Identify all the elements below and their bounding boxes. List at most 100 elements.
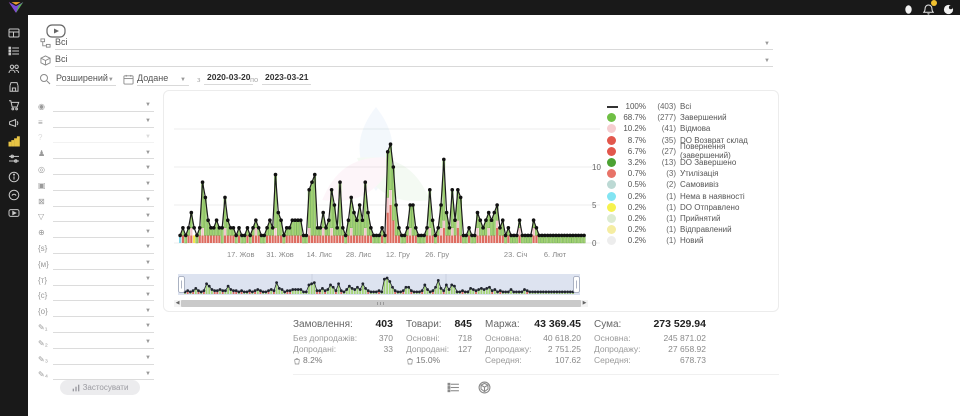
source-s-filter-select[interactable]: ▼ [53, 242, 154, 254]
package-view-button[interactable] [478, 381, 491, 394]
footer-toggles [447, 381, 491, 394]
legend-item[interactable]: 3.2% (13) DO Завершено [607, 157, 775, 168]
account-icon[interactable] [943, 2, 954, 15]
payment-filter-select[interactable]: ▼ [53, 163, 154, 175]
custom-field-4-filter-select[interactable]: ▼ [53, 368, 154, 381]
search-mode-select[interactable]: Розширений ▼ [56, 70, 116, 86]
source-o-filter-select[interactable]: ▼ [53, 305, 154, 318]
sidebar-item-orders[interactable] [8, 44, 21, 57]
legend-item[interactable]: 0.2% (1) DO Отправлено [607, 202, 775, 213]
legend-item[interactable]: 0.2% (1) Прийнятий [607, 213, 775, 224]
chevron-down-icon: ▼ [145, 370, 151, 377]
date-from-input[interactable]: 2020-03-20 [204, 72, 254, 85]
legend-item[interactable]: 68.7% (277) Завершений [607, 112, 775, 123]
product-select[interactable]: Всі ▼ [55, 51, 773, 67]
video-help-button[interactable] [46, 24, 66, 43]
legend-count: (35) [661, 135, 676, 145]
product-value: Всі [55, 54, 68, 64]
chart-scrollbar[interactable]: ◀ ▶ [174, 300, 588, 307]
stage-filter-select[interactable]: ▼ [53, 116, 154, 128]
legend-item[interactable]: 6.7% (27) Повернення (завершений) [607, 142, 775, 160]
source-c-filter-select[interactable]: ▼ [53, 289, 154, 302]
sidebar-item-customers[interactable] [8, 62, 21, 75]
status-filter-select[interactable]: ▼ [53, 100, 154, 112]
sidebar-item-support[interactable] [8, 188, 21, 201]
stat-subrow: Допродажу: 2 751.25 [485, 344, 581, 354]
app-logo[interactable] [7, 1, 25, 14]
product-group-select[interactable]: Всі ▼ [55, 34, 773, 50]
manager-filter: ♟ ▼ [38, 143, 154, 160]
chart-range-navigator[interactable] [178, 274, 580, 298]
sidebar-item-info[interactable] [8, 170, 21, 183]
source-m-filter-select[interactable]: ▼ [53, 258, 154, 270]
legend-label: Нема в наявності [680, 191, 745, 201]
calendar-icon [123, 72, 134, 90]
legend-item[interactable]: 0.5% (2) Самовивіз [607, 179, 775, 190]
chevron-down-icon: ▼ [145, 181, 151, 188]
legend-count: (1) [666, 236, 676, 246]
divider [293, 374, 779, 375]
sidebar-item-dashboard[interactable] [8, 26, 21, 39]
sidebar-item-cart[interactable] [8, 98, 21, 111]
custom-field-2-filter-select[interactable]: ▼ [53, 337, 154, 349]
sidebar-item-video[interactable] [8, 206, 21, 219]
legend-item[interactable]: 0.2% (1) Відправлений [607, 224, 775, 235]
user-icon[interactable] [903, 2, 914, 14]
custom-field-3-filter-select[interactable]: ▼ [53, 353, 154, 365]
legend-count: (1) [666, 202, 676, 212]
notifications-icon[interactable] [922, 0, 937, 15]
funnel-filter-select[interactable]: ▼ [53, 210, 154, 223]
legend-swatch [607, 213, 616, 223]
image-filter-select[interactable]: ▼ [53, 195, 154, 207]
list-view-button[interactable] [447, 381, 460, 394]
scroll-left-arrow[interactable]: ◀ [175, 300, 180, 306]
custom-field-1-filter-select[interactable]: ▼ [53, 321, 154, 333]
source-o-filter: {о} ▼ [38, 301, 154, 318]
date-to-input[interactable]: 2023-03-21 [262, 72, 312, 85]
sidebar-item-marketing[interactable] [8, 116, 21, 129]
legend-item[interactable]: 100% (403) Всі [607, 101, 775, 112]
legend-count: (1) [666, 191, 676, 201]
scroll-right-arrow[interactable]: ▶ [582, 300, 587, 306]
main-sidebar [0, 15, 28, 416]
stat-subrow: Основні: 718 [406, 333, 472, 343]
chevron-down-icon: ▼ [145, 197, 151, 204]
legend-item[interactable]: 0.7% (3) Утилізація [607, 168, 775, 179]
svg-text:31. Жов: 31. Жов [266, 250, 294, 259]
chevron-down-icon: ▼ [107, 77, 114, 83]
legend-swatch [607, 146, 616, 156]
custom-field-1-filter-icon: ✎₁ [38, 322, 48, 332]
legend-item[interactable]: 8.7% (35) DO Возврат склад [607, 135, 775, 146]
package-filter-select[interactable]: ▼ [53, 179, 154, 191]
legend-percent: 0.2% [627, 191, 646, 201]
sidebar-item-shop[interactable] [8, 80, 21, 93]
stat-subrow: Допродажу: 27 658.92 [594, 344, 706, 354]
manager-filter-icon: ♟ [38, 149, 46, 159]
source-m-filter-icon: {м} [38, 259, 49, 269]
scrollbar-thumb[interactable] [181, 300, 581, 307]
chevron-down-icon: ▼ [145, 118, 151, 125]
search-mode-value: Розширений [56, 73, 108, 83]
top-bar [0, 0, 960, 15]
region-filter-select[interactable]: ▼ [53, 226, 154, 239]
help-filter-select[interactable]: ▼ [53, 131, 154, 144]
source-t-filter-select[interactable]: ▼ [53, 274, 154, 286]
manager-filter-select[interactable]: ▼ [53, 147, 154, 160]
bag-icon [294, 357, 300, 364]
sidebar-item-settings[interactable] [8, 152, 21, 165]
date-field-select[interactable]: Додане ▼ [137, 70, 189, 86]
stat-value: 273 529.94 [653, 318, 706, 330]
legend-item[interactable]: 0.2% (1) Нема в наявності [607, 191, 775, 202]
sidebar-item-analytics[interactable] [8, 134, 21, 147]
custom-field-1-filter: ✎₁ ▼ [38, 317, 154, 333]
stage-filter: ≡ ▼ [38, 112, 154, 128]
apply-filters-button[interactable]: Застосувати [60, 380, 140, 395]
orders-chart[interactable]: 17. Жов 31. Жов 14. Лис 28. Лис 12. Гру 26. Г… [164, 91, 778, 267]
custom-field-3-filter: ✎₃ ▼ [38, 349, 154, 365]
navigator-right-handle[interactable] [573, 276, 580, 293]
legend-count: (3) [666, 169, 676, 179]
navigator-left-handle[interactable] [178, 276, 185, 293]
legend-item[interactable]: 10.2% (41) Відмова [607, 123, 775, 134]
legend-item[interactable]: 0.2% (1) Новий [607, 235, 775, 246]
stat-title: Товари: [406, 319, 442, 330]
